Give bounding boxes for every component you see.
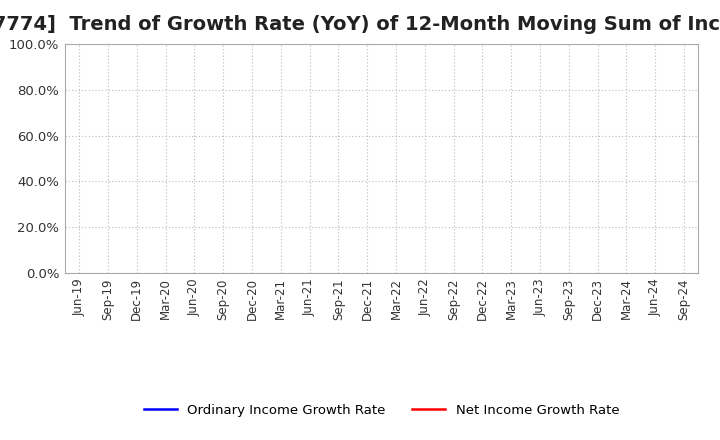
Title: [7774]  Trend of Growth Rate (YoY) of 12-Month Moving Sum of Incomes: [7774] Trend of Growth Rate (YoY) of 12-… (0, 15, 720, 34)
Legend: Ordinary Income Growth Rate, Net Income Growth Rate: Ordinary Income Growth Rate, Net Income … (138, 398, 625, 422)
